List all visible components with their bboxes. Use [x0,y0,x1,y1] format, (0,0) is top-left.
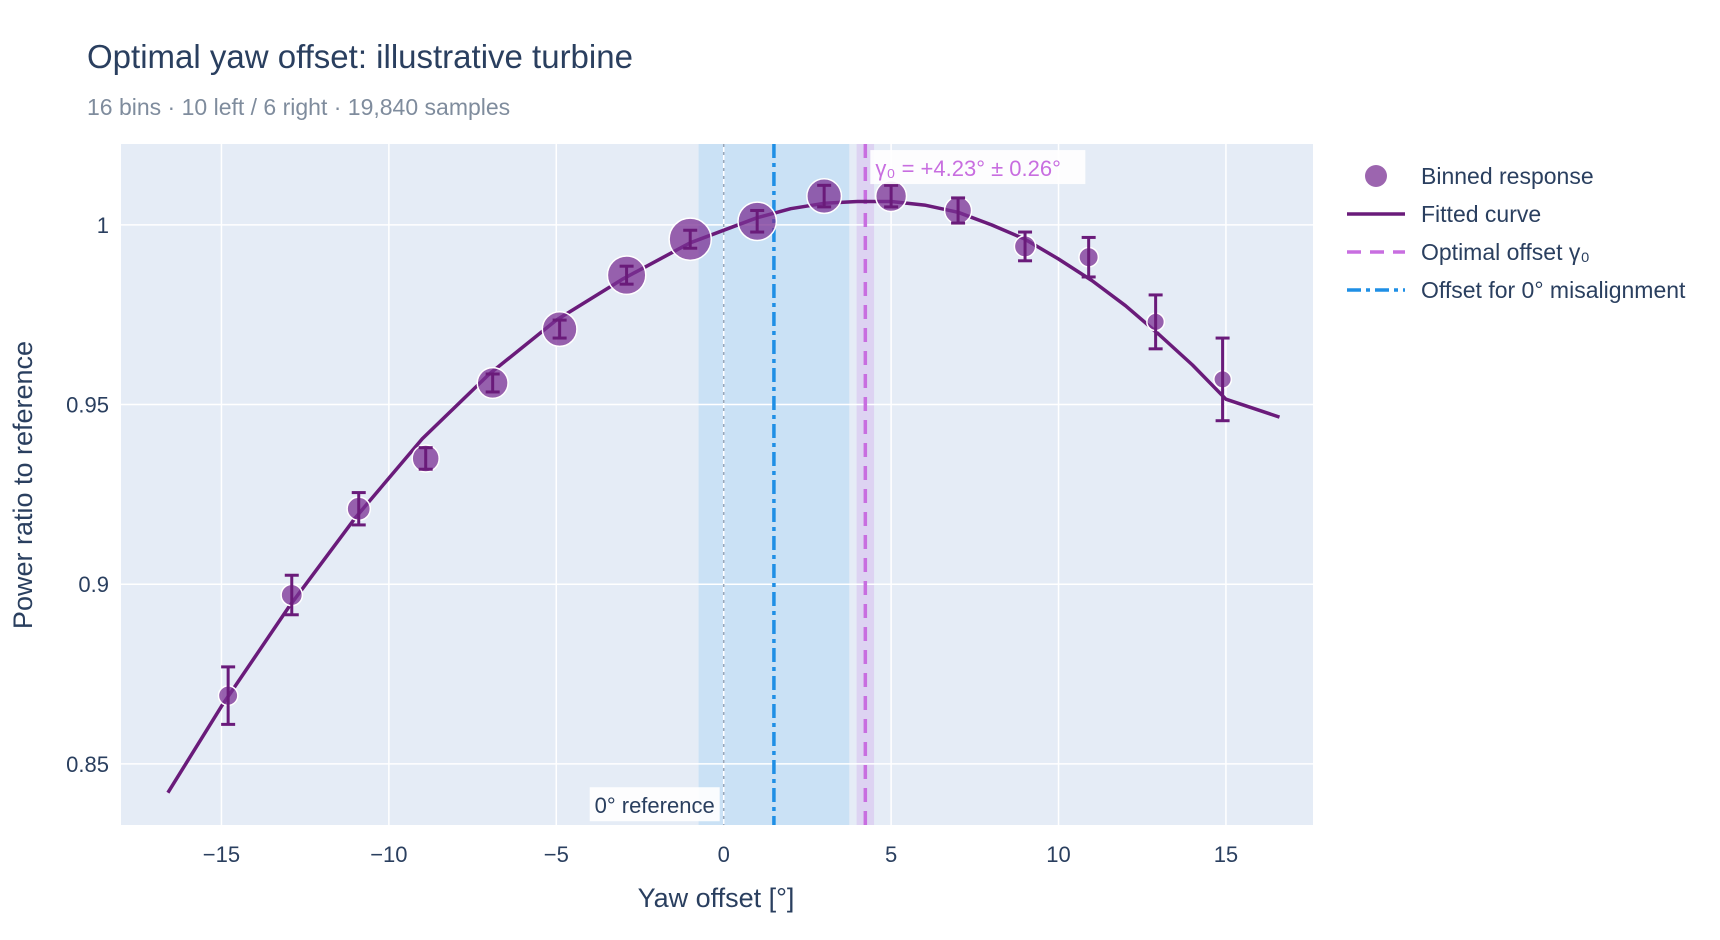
x-tick-label: 5 [885,842,897,867]
y-tick-label: 0.9 [78,572,109,597]
data-point [668,217,713,262]
optimal-offset-band [856,144,875,825]
data-point [1146,293,1166,351]
x-tick-label: −10 [370,842,407,867]
x-tick-label: −5 [544,842,569,867]
legend-label: Offset for 0° misalignment [1421,276,1686,303]
reference-annotation-box [589,787,720,822]
y-axis-label: Power ratio to reference [8,341,38,629]
y-tick-label: 0.95 [66,393,109,418]
solid-line-icon [1345,202,1407,226]
fitted-curve-line [166,199,1281,794]
legend-item-zero-misalignment[interactable]: Offset for 0° misalignment [1345,271,1685,309]
legend-item-fit[interactable]: Fitted curve [1345,195,1685,233]
data-point [411,444,440,473]
data-point [874,179,908,213]
circle-marker-icon [1345,164,1407,188]
data-point [1078,235,1100,279]
data-point [943,196,973,225]
dashdot-line-icon [1345,278,1407,302]
y-tick-label: 1 [97,213,109,238]
data-point [1213,336,1233,423]
data-point [541,311,578,348]
chart-subtitle: 16 bins · 10 left / 6 right · 19,840 sam… [87,94,511,120]
legend-label: Binned response [1421,162,1594,189]
data-point [217,665,239,726]
x-tick-label: 0 [718,842,730,867]
data-point [806,178,843,215]
data-point [606,255,647,296]
legend-item-binned[interactable]: Binned response [1345,157,1685,195]
data-point [346,491,372,527]
legend-label: Optimal offset γ₀ [1421,238,1590,265]
data-point [737,201,778,242]
data-point [280,573,304,617]
x-tick-label: −15 [203,842,240,867]
x-axis-label: Yaw offset [°] [638,883,795,913]
legend-label: Fitted curve [1421,200,1542,227]
data-point [476,366,509,400]
optimal-offset-annotation: γ₀ = +4.23° ± 0.26° [875,156,1061,181]
dashed-line-icon [1345,240,1407,264]
chart-title: Optimal yaw offset: illustrative turbine [87,38,633,75]
data-point [1013,230,1037,263]
y-tick-label: 0.85 [66,752,109,777]
x-tick-label: 15 [1214,842,1238,867]
reference-annotation: 0° reference [595,793,715,818]
optimal-offset-annotation-box [870,150,1086,185]
legend: Binned response Fitted curve Optimal off… [1345,157,1685,309]
legend-item-optimal[interactable]: Optimal offset γ₀ [1345,233,1685,271]
x-tick-label: 10 [1046,842,1070,867]
